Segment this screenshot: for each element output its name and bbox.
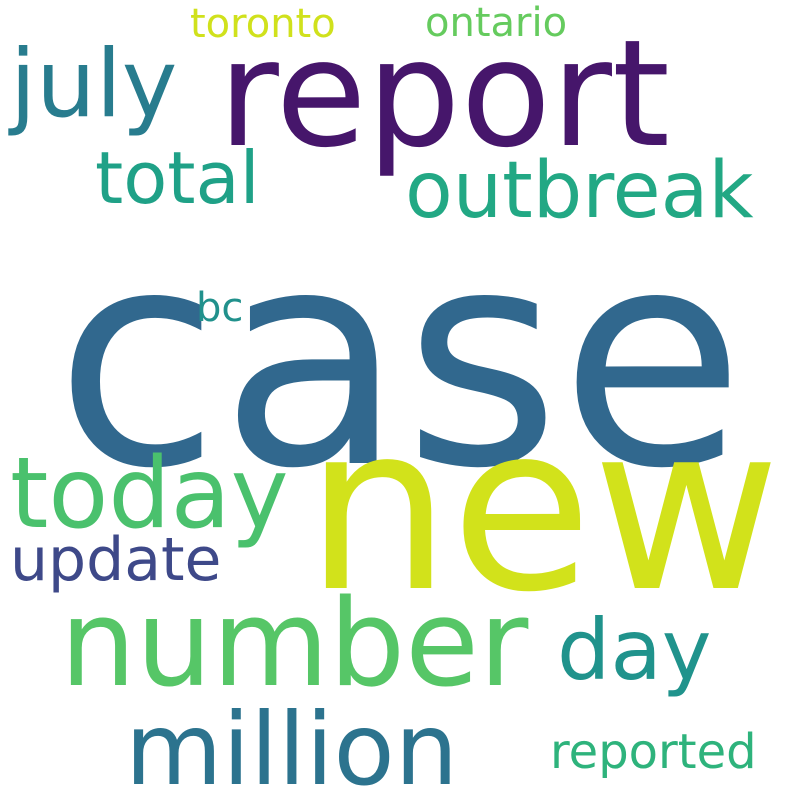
word-million: million — [125, 691, 459, 800]
word-july: july — [10, 30, 178, 139]
word-ontario: ontario — [425, 0, 568, 46]
word-bc: bc — [196, 285, 244, 331]
word-today: today — [10, 437, 289, 551]
word-day: day — [557, 601, 712, 699]
word-report: report — [218, 8, 671, 180]
word-case: case — [55, 185, 745, 534]
word-number: number — [60, 575, 529, 714]
word-new: new — [305, 376, 781, 643]
word-reported: reported — [550, 724, 757, 780]
word-outbreak: outbreak — [405, 146, 754, 236]
word-toronto: toronto — [190, 1, 336, 47]
word-update: update — [10, 525, 222, 595]
word-total: total — [95, 136, 260, 220]
